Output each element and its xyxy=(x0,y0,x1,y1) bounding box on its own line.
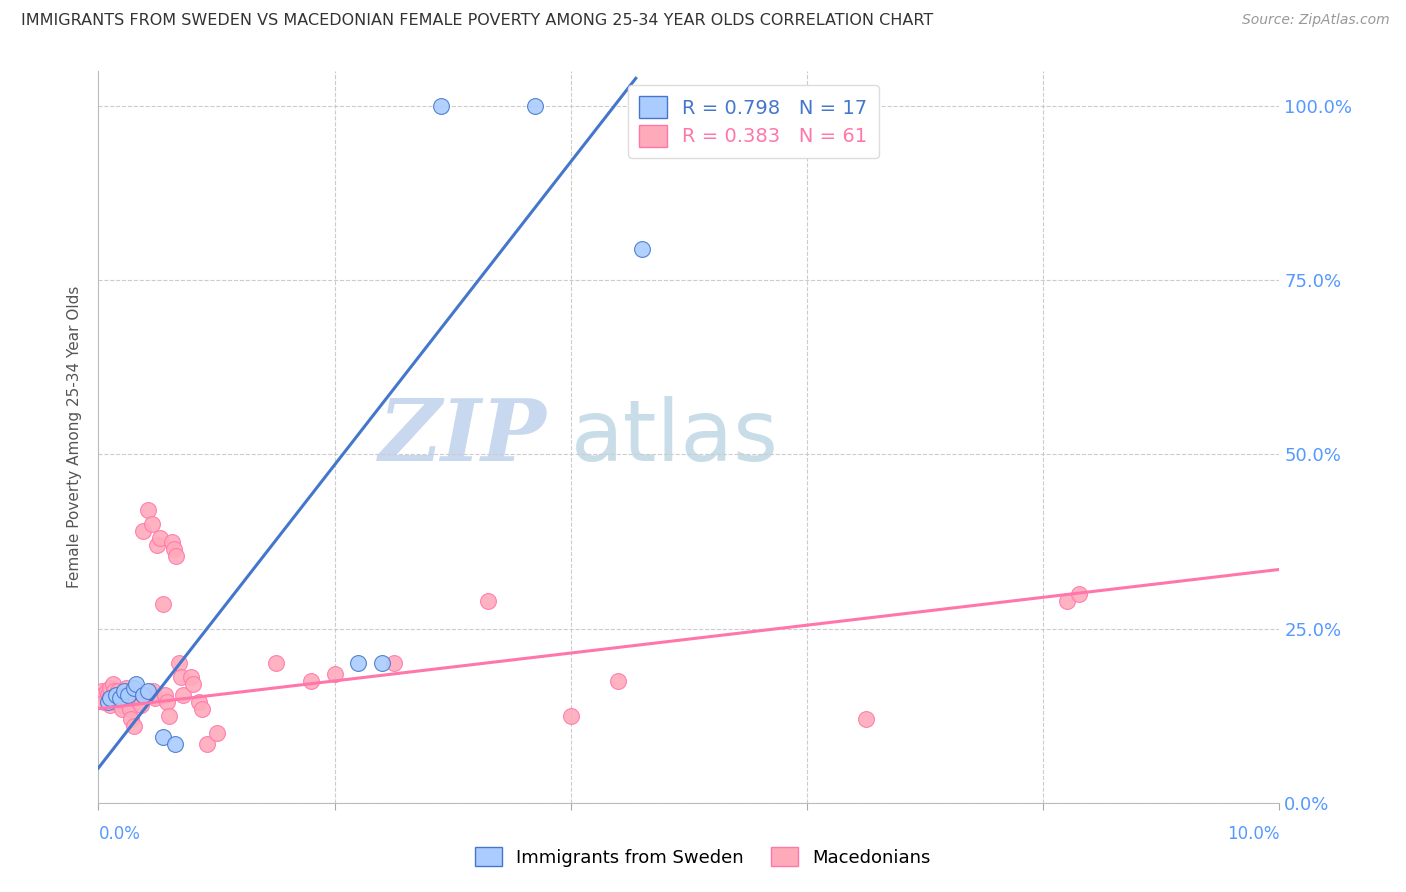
Text: IMMIGRANTS FROM SWEDEN VS MACEDONIAN FEMALE POVERTY AMONG 25-34 YEAR OLDS CORREL: IMMIGRANTS FROM SWEDEN VS MACEDONIAN FEM… xyxy=(21,13,934,29)
Point xyxy=(170,670,193,684)
Point xyxy=(382,657,405,671)
Point xyxy=(165,737,187,751)
Point xyxy=(98,691,121,706)
Point xyxy=(125,677,148,691)
Point xyxy=(1067,587,1090,601)
Point xyxy=(121,712,143,726)
Point xyxy=(97,695,120,709)
Point xyxy=(98,698,121,713)
Point xyxy=(477,594,499,608)
Point xyxy=(163,541,186,556)
Point xyxy=(111,702,134,716)
Point xyxy=(323,667,346,681)
Point xyxy=(187,695,209,709)
Point xyxy=(160,534,183,549)
Point xyxy=(90,691,112,706)
Point xyxy=(96,684,118,698)
Point xyxy=(93,695,115,709)
Point xyxy=(107,684,129,698)
Point xyxy=(524,99,547,113)
Point xyxy=(98,691,121,706)
Point xyxy=(132,524,155,538)
Point xyxy=(167,657,190,671)
Point xyxy=(157,708,180,723)
Point xyxy=(112,688,135,702)
Point xyxy=(607,673,630,688)
Point xyxy=(195,737,218,751)
Point xyxy=(101,677,124,691)
Point xyxy=(142,684,165,698)
Point xyxy=(371,657,394,671)
Point xyxy=(129,698,152,713)
Point xyxy=(91,684,114,698)
Point xyxy=(430,99,453,113)
Point xyxy=(105,691,128,706)
Point xyxy=(125,691,148,706)
Point xyxy=(181,677,204,691)
Point xyxy=(105,688,128,702)
Point xyxy=(120,702,142,716)
Point xyxy=(122,719,145,733)
Point xyxy=(128,695,150,709)
Point xyxy=(560,708,582,723)
Text: 0.0%: 0.0% xyxy=(98,825,141,843)
Point xyxy=(264,657,287,671)
Point xyxy=(97,688,120,702)
Point xyxy=(103,684,125,698)
Legend: R = 0.798   N = 17, R = 0.383   N = 61: R = 0.798 N = 17, R = 0.383 N = 61 xyxy=(628,85,879,158)
Point xyxy=(172,688,194,702)
Point xyxy=(108,691,131,706)
Point xyxy=(98,681,121,695)
Point xyxy=(117,688,139,702)
Point xyxy=(110,698,132,713)
Point xyxy=(136,503,159,517)
Point xyxy=(205,726,228,740)
Point xyxy=(141,517,163,532)
Point xyxy=(153,688,176,702)
Point xyxy=(104,695,127,709)
Point xyxy=(180,670,202,684)
Point xyxy=(132,688,155,702)
Point xyxy=(156,695,179,709)
Point xyxy=(91,688,114,702)
Point xyxy=(855,712,877,726)
Point xyxy=(149,531,172,545)
Point xyxy=(1056,594,1078,608)
Text: ZIP: ZIP xyxy=(380,395,547,479)
Point xyxy=(136,684,159,698)
Text: Source: ZipAtlas.com: Source: ZipAtlas.com xyxy=(1241,13,1389,28)
Point xyxy=(108,695,131,709)
Point xyxy=(117,695,139,709)
Point xyxy=(105,688,128,702)
Point xyxy=(299,673,322,688)
Point xyxy=(152,597,174,611)
Point xyxy=(112,684,135,698)
Y-axis label: Female Poverty Among 25-34 Year Olds: Female Poverty Among 25-34 Year Olds xyxy=(67,286,83,588)
Point xyxy=(146,538,169,552)
Text: 10.0%: 10.0% xyxy=(1227,825,1279,843)
Point xyxy=(143,691,166,706)
Point xyxy=(152,730,174,744)
Text: atlas: atlas xyxy=(571,395,779,479)
Point xyxy=(122,681,145,695)
Point xyxy=(114,681,136,695)
Point xyxy=(347,657,370,671)
Point xyxy=(630,242,652,256)
Legend: Immigrants from Sweden, Macedonians: Immigrants from Sweden, Macedonians xyxy=(468,840,938,874)
Point xyxy=(118,698,141,713)
Point xyxy=(191,702,214,716)
Point xyxy=(165,549,187,563)
